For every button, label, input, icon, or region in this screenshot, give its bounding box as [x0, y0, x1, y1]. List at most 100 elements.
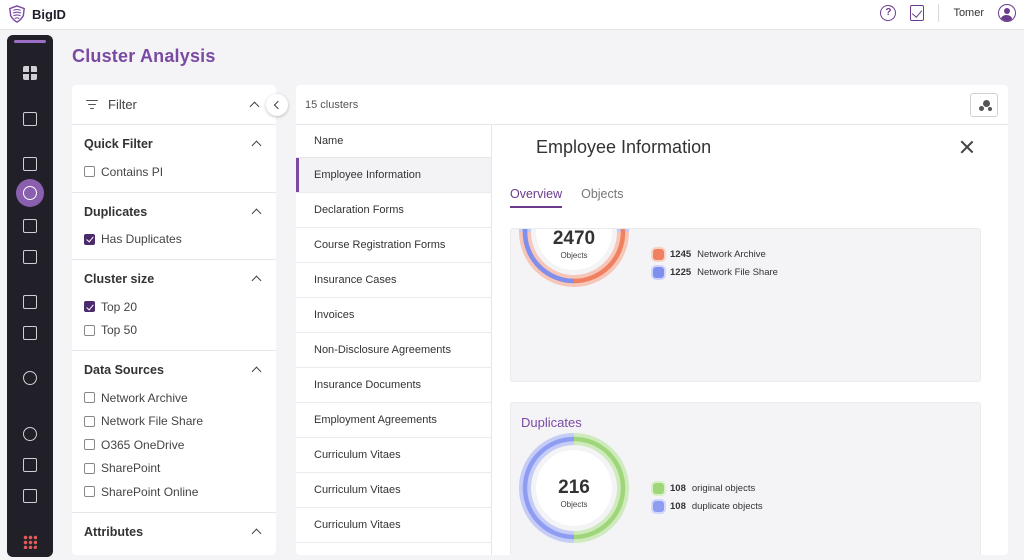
dashboard-icon — [23, 66, 37, 80]
option-label: SharePoint Online — [101, 484, 199, 499]
filter-option-top-50[interactable]: Top 50 — [84, 319, 264, 343]
checkbox[interactable] — [84, 439, 95, 451]
cluster-row[interactable]: Invoices — [296, 298, 491, 333]
section-title: Cluster size — [84, 272, 155, 286]
legend-label: Network Archive — [697, 249, 766, 260]
clusters-header: 15 clusters — [296, 85, 1008, 125]
network-icon — [23, 489, 37, 503]
filter-title: Filter — [108, 97, 137, 112]
brand-logo[interactable]: BigID — [8, 5, 66, 23]
clipboard-icon — [23, 326, 37, 340]
checkbox[interactable] — [84, 415, 95, 427]
tab-overview[interactable]: Overview — [510, 187, 563, 208]
legend-duplicate-objects: 108 duplicate objects — [653, 501, 763, 512]
cluster-map-button[interactable] — [970, 93, 998, 117]
option-label: O365 OneDrive — [101, 437, 185, 452]
pen-icon — [23, 458, 37, 472]
option-label: SharePoint — [101, 461, 161, 476]
section-title: Attributes — [84, 524, 144, 539]
cluster-row[interactable]: Curriculum Vitaes — [296, 438, 491, 473]
tab-objects[interactable]: Objects — [581, 187, 624, 201]
apps-grid-icon — [23, 535, 37, 549]
filter-section-quick-filter: Quick Filter Contains PI — [72, 125, 276, 193]
checkbox-checked[interactable] — [84, 301, 95, 313]
legend-value: 108 — [670, 483, 686, 494]
checkbox[interactable] — [84, 392, 95, 404]
nav-annotations[interactable] — [15, 452, 45, 478]
close-icon[interactable] — [960, 140, 974, 154]
legend-swatch — [653, 501, 664, 512]
nav-cluster-analysis[interactable] — [16, 179, 44, 207]
column-header-name[interactable]: Name — [296, 125, 491, 158]
rail-indicator — [14, 40, 46, 43]
duplicates-total-label: Objects — [560, 500, 588, 509]
filter-option-network-archive[interactable]: Network Archive — [84, 386, 264, 410]
hierarchy-icon — [23, 219, 37, 233]
checkbox[interactable] — [84, 462, 95, 474]
option-label: Network File Share — [101, 414, 204, 429]
chevron-up-icon[interactable] — [249, 101, 260, 112]
duplicates-title: Duplicates — [521, 415, 582, 430]
topbar-divider — [938, 4, 940, 22]
nav-policies[interactable] — [15, 151, 45, 177]
user-icon[interactable] — [998, 4, 1016, 22]
legend-value: 1225 — [670, 267, 692, 278]
nav-reports[interactable] — [15, 106, 45, 132]
legend-network-archive: 1245 Network Archive — [653, 249, 766, 260]
inbox-icon — [23, 250, 37, 264]
user-name[interactable]: Tomer — [953, 7, 984, 19]
nav-settings[interactable] — [15, 365, 45, 391]
section-title: Quick Filter — [84, 137, 153, 151]
checkbox-checked[interactable] — [84, 233, 95, 245]
filter-option-sharepoint-online[interactable]: SharePoint Online — [84, 480, 264, 504]
filter-header[interactable]: Filter — [72, 85, 276, 125]
nav-inventory[interactable] — [15, 244, 45, 270]
cluster-row[interactable]: Curriculum Vitaes — [296, 473, 491, 508]
filter-option-contains-pi[interactable]: Contains PI — [84, 160, 264, 184]
top-bar: BigID ? Tomer — [0, 0, 1024, 30]
brand-name: BigID — [32, 6, 66, 22]
filter-option-o365-onedrive[interactable]: O365 OneDrive — [84, 433, 264, 457]
nav-catalog[interactable] — [15, 213, 45, 239]
help-icon[interactable]: ? — [880, 5, 897, 21]
cluster-row[interactable]: Insurance Cases — [296, 263, 491, 298]
checkbox[interactable] — [84, 166, 95, 178]
cluster-row[interactable]: Employment Agreements — [296, 403, 491, 438]
tasks-icon[interactable] — [910, 5, 925, 21]
flag-icon — [23, 157, 37, 171]
duplicates-donut-chart — [519, 433, 629, 543]
nav-remediation[interactable] — [15, 289, 45, 315]
nav-scans[interactable] — [15, 421, 45, 447]
cluster-row[interactable]: Declaration Forms — [296, 193, 491, 228]
section-title: Duplicates — [84, 204, 148, 219]
checkbox[interactable] — [84, 486, 95, 498]
filter-option-network-file-share[interactable]: Network File Share — [84, 410, 264, 434]
nav-apps[interactable] — [15, 529, 45, 555]
cluster-row-selected[interactable]: Employee Information — [296, 158, 491, 193]
filter-icon — [86, 99, 98, 110]
cluster-row[interactable]: Insurance Documents — [296, 368, 491, 403]
legend-value: 108 — [670, 501, 686, 512]
nav-dashboard[interactable] — [15, 60, 45, 86]
filter-option-has-duplicates[interactable]: Has Duplicates — [84, 228, 264, 252]
option-label: Contains PI — [101, 164, 164, 179]
bubble-icon — [983, 100, 990, 107]
legend-network-file-share: 1225 Network File Share — [653, 267, 778, 278]
nav-tasks[interactable] — [15, 320, 45, 346]
gavel-icon — [23, 295, 37, 309]
cluster-row[interactable]: Curriculum Vitaes — [296, 508, 491, 543]
filter-option-top-20[interactable]: Top 20 — [84, 295, 264, 319]
cluster-row[interactable]: Course Registration Forms — [296, 228, 491, 263]
filter-option-sharepoint[interactable]: SharePoint — [84, 457, 264, 481]
legend-label: original objects — [691, 483, 756, 494]
legend-label: duplicate objects — [691, 501, 763, 512]
duplicates-donut: 216 Objects — [519, 433, 629, 543]
legend-label: Network File Share — [697, 267, 778, 278]
nav-data-sources[interactable] — [15, 483, 45, 509]
cluster-row[interactable]: Non-Disclosure Agreements — [296, 333, 491, 368]
page-title: Cluster Analysis — [72, 46, 216, 66]
checkbox[interactable] — [84, 324, 95, 336]
bigid-logo-icon — [9, 5, 25, 23]
option-label: Top 50 — [101, 323, 138, 338]
collapse-filter-button[interactable] — [266, 94, 288, 116]
